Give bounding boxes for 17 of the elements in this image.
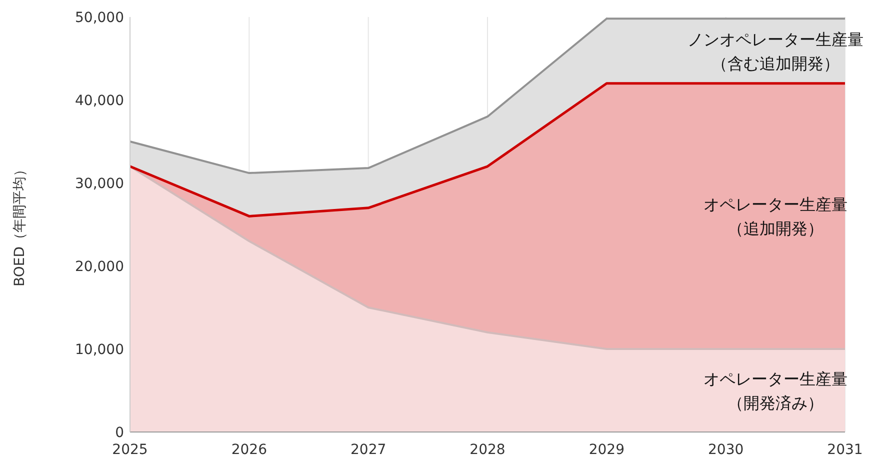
y-tick-label: 50,000 [75, 10, 124, 26]
x-tick-label: 2028 [470, 442, 506, 458]
x-tick-label: 2025 [112, 442, 148, 458]
y-tick-label: 30,000 [75, 176, 124, 192]
x-tick-label: 2026 [231, 442, 268, 458]
y-tick-label: 20,000 [75, 259, 124, 275]
y-tick-label: 40,000 [75, 93, 124, 109]
y-axis-title: BOED（年間平均） [12, 162, 28, 287]
x-tick-label: 2029 [588, 442, 624, 458]
y-tick-label: 10,000 [75, 342, 124, 358]
series-label: オペレーター生産量（開発済み） [703, 370, 848, 412]
x-tick-label: 2031 [827, 442, 863, 458]
series-label: オペレーター生産量（追加開発） [703, 195, 848, 238]
x-tick-label: 2030 [708, 442, 744, 458]
x-tick-label: 2027 [350, 442, 386, 458]
y-tick-label: 0 [115, 425, 124, 441]
series-label: ノンオペレーター生産量（含む追加開発） [687, 30, 864, 74]
